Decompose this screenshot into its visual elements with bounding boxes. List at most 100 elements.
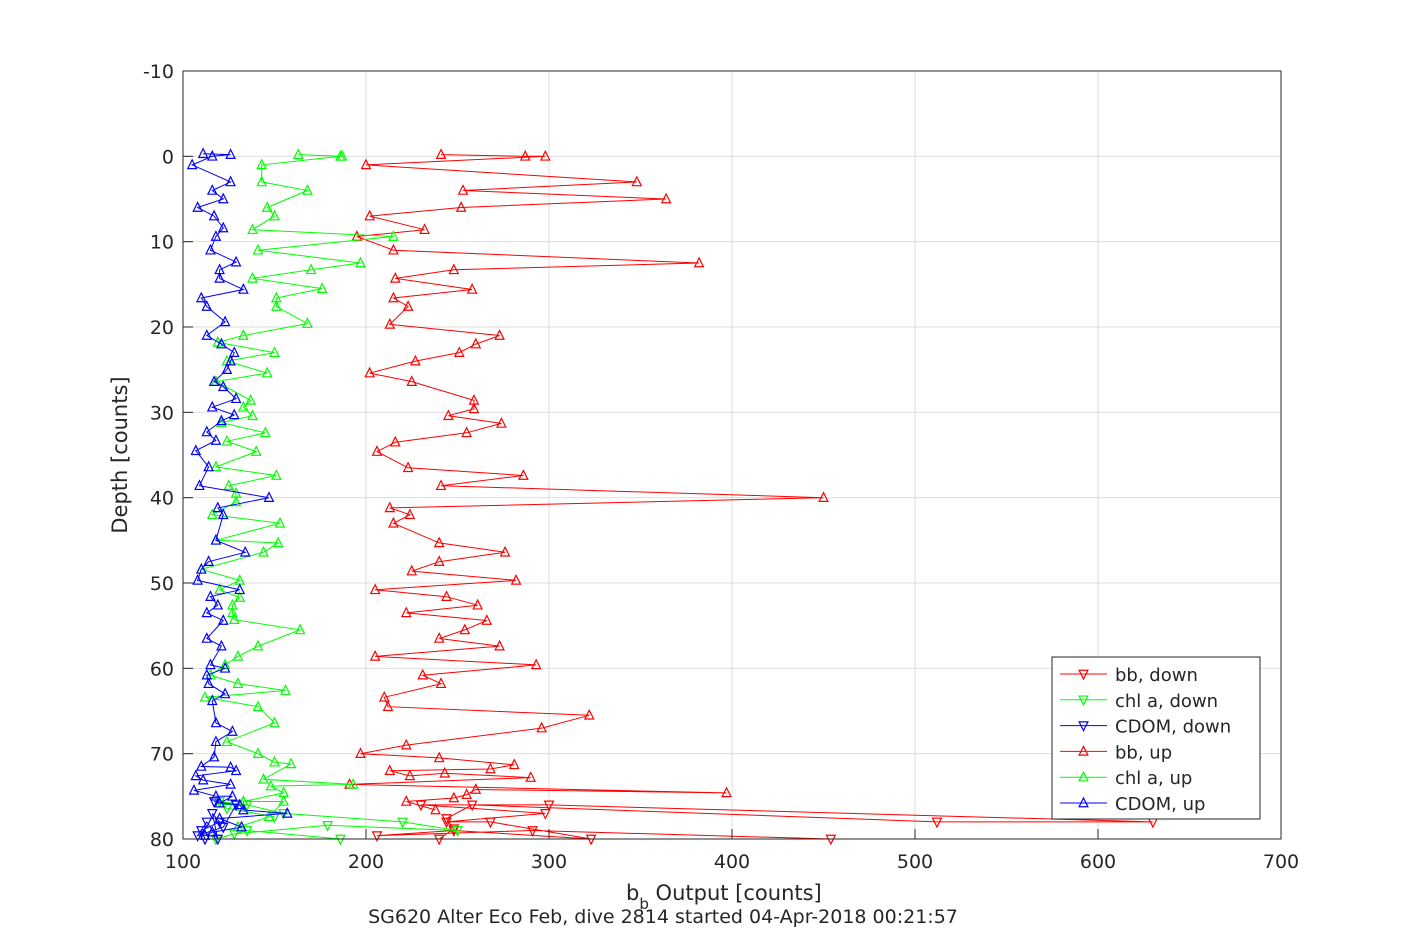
data-point [203, 555, 214, 567]
data-point [369, 583, 381, 595]
series-cdom-up [186, 147, 293, 840]
data-point [210, 434, 222, 445]
data-point [272, 536, 284, 548]
data-point [186, 158, 198, 170]
data-point [234, 583, 246, 595]
data-point [197, 147, 209, 159]
data-point [201, 606, 213, 618]
data-point [269, 716, 280, 728]
data-point [217, 221, 229, 233]
data-point [219, 687, 231, 699]
legend-label: CDOM, up [1115, 794, 1205, 815]
data-point [508, 758, 520, 770]
data-point [210, 789, 222, 801]
data-point [217, 822, 229, 834]
data-point [247, 271, 258, 283]
legend-entry: chl a, down [1060, 691, 1218, 712]
series-line [349, 154, 824, 811]
legend-marker [1078, 744, 1089, 756]
y-tick-label: 60 [150, 658, 174, 680]
data-point [256, 175, 268, 187]
y-tick-label: 30 [150, 402, 174, 424]
data-point [433, 555, 445, 567]
data-point [388, 291, 399, 303]
data-point [270, 300, 282, 311]
data-point [206, 149, 218, 161]
data-point [205, 590, 216, 601]
data-point [631, 175, 643, 187]
data-point [227, 725, 238, 736]
x-axis-label-rest: Output [counts] [649, 881, 822, 905]
data-point [195, 562, 207, 574]
data-point [206, 825, 218, 837]
data-point [205, 243, 216, 255]
data-point [433, 632, 445, 643]
data-point [221, 363, 233, 375]
data-point [201, 632, 213, 643]
series-bb-down [371, 800, 1159, 846]
data-point [371, 445, 383, 456]
data-point [263, 810, 275, 822]
data-point [269, 346, 280, 357]
legend-label: chl a, down [1115, 691, 1218, 712]
legend-marker [1078, 796, 1089, 808]
data-point [389, 271, 401, 283]
data-point [280, 684, 291, 695]
data-point [195, 760, 207, 771]
data-point [201, 300, 213, 311]
data-point [294, 623, 306, 635]
y-tick-label: 50 [150, 573, 174, 595]
data-point [539, 809, 551, 820]
data-point [203, 460, 214, 472]
data-point [384, 501, 396, 513]
data-point [219, 661, 231, 673]
legend-entry: bb, up [1060, 742, 1172, 763]
data-point [217, 614, 229, 625]
data-point [261, 201, 273, 212]
data-point [234, 591, 246, 602]
data-point [302, 184, 313, 195]
y-tick-label: 0 [162, 146, 174, 168]
data-point [227, 789, 238, 801]
data-point [247, 223, 258, 235]
data-point [485, 762, 496, 774]
data-point [397, 817, 408, 829]
data-point [190, 444, 202, 456]
data-point [364, 209, 376, 221]
data-point [263, 491, 275, 503]
x-tick-label: 200 [348, 851, 384, 873]
data-point [208, 375, 220, 386]
data-point [214, 271, 225, 283]
data-point [461, 788, 473, 799]
series-line [196, 801, 237, 840]
data-point [217, 380, 229, 392]
y-tick-label: 20 [150, 317, 174, 339]
data-point [225, 777, 236, 789]
data-point [230, 255, 242, 267]
data-point [225, 760, 236, 772]
data-point [228, 408, 240, 420]
data-point [931, 817, 943, 829]
data-point [433, 834, 445, 846]
data-point [472, 598, 484, 610]
data-point [693, 256, 705, 268]
data-point [212, 501, 224, 513]
data-point [388, 243, 399, 255]
legend-label: bb, down [1115, 665, 1198, 686]
data-point [448, 263, 460, 275]
data-point [210, 735, 222, 747]
data-point [461, 426, 473, 438]
data-point [285, 757, 297, 769]
x-tick-label: 500 [897, 851, 933, 873]
data-point [208, 797, 220, 808]
data-point [536, 721, 548, 733]
x-tick-label: 400 [714, 851, 750, 873]
data-point [441, 814, 452, 825]
data-point [525, 771, 537, 782]
data-point [216, 416, 227, 427]
data-point [216, 337, 227, 349]
data-point [470, 783, 482, 794]
data-point [543, 800, 555, 812]
y-tick-label: 70 [150, 744, 174, 766]
data-point [510, 574, 522, 585]
